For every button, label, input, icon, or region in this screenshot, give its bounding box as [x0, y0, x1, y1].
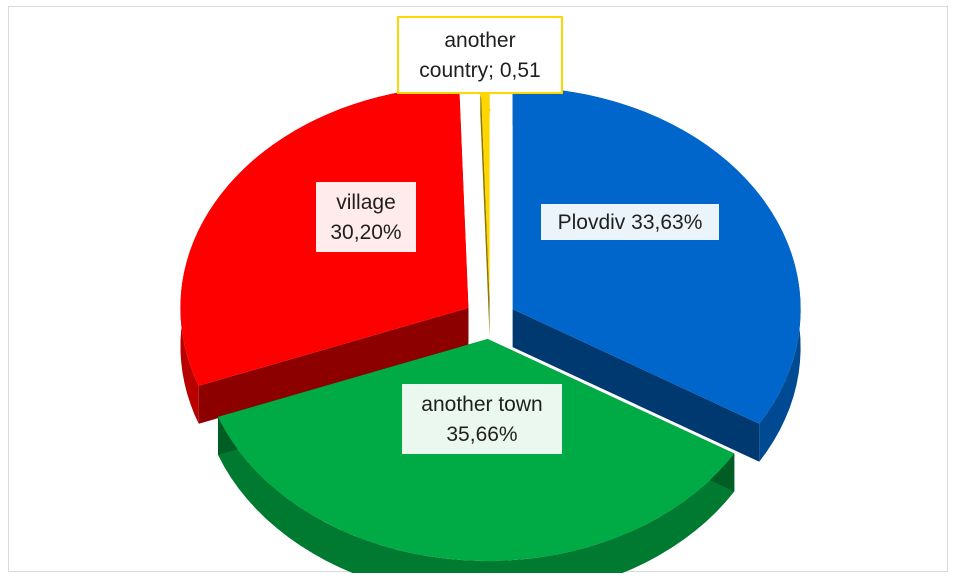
pie-slice-side-another-town — [218, 416, 735, 573]
leader-line-another-country — [479, 92, 491, 112]
chart-frame: Plovdiv 33,63% another town 35,66% village 3… — [8, 6, 948, 573]
data-label-text-village-1: 30,20% — [330, 221, 401, 244]
data-label-text-another-town-1: 35,66% — [446, 423, 517, 446]
pie-slice-top-plovdiv — [512, 87, 801, 424]
pie-chart: Plovdiv 33,63% another town 35,66% village 3… — [180, 16, 801, 573]
pie-slice-another-country — [480, 76, 490, 337]
data-label-text-another-country-1: country; 0,51 — [419, 59, 540, 82]
data-label-text-another-country-0: another — [444, 29, 515, 52]
data-label-box-plovdiv — [539, 202, 721, 242]
pie-slice-edge-plovdiv-1 — [512, 309, 760, 462]
data-label-another-town: another town 35,66% — [400, 382, 564, 456]
data-label-plovdiv: Plovdiv 33,63% — [539, 202, 721, 242]
pie-slice-plovdiv — [512, 87, 801, 462]
pie-slice-top-another-country — [480, 76, 490, 299]
data-label-village: village 30,20% — [314, 180, 418, 254]
data-label-text-village-0: village — [336, 191, 396, 214]
data-label-text-another-town-0: another town — [421, 393, 542, 416]
data-label-box-another-town — [400, 382, 564, 456]
data-label-another-country: another country; 0,51 — [397, 16, 563, 94]
data-label-box-village — [314, 180, 418, 254]
data-label-text-plovdiv-0: Plovdiv 33,63% — [558, 211, 703, 234]
pie-slice-edge-village-0 — [198, 307, 469, 424]
labels-layer: Plovdiv 33,63% another town 35,66% village 3… — [314, 16, 721, 456]
slices-layer — [180, 76, 801, 573]
pie-slice-edge-another-country-0 — [480, 77, 490, 337]
